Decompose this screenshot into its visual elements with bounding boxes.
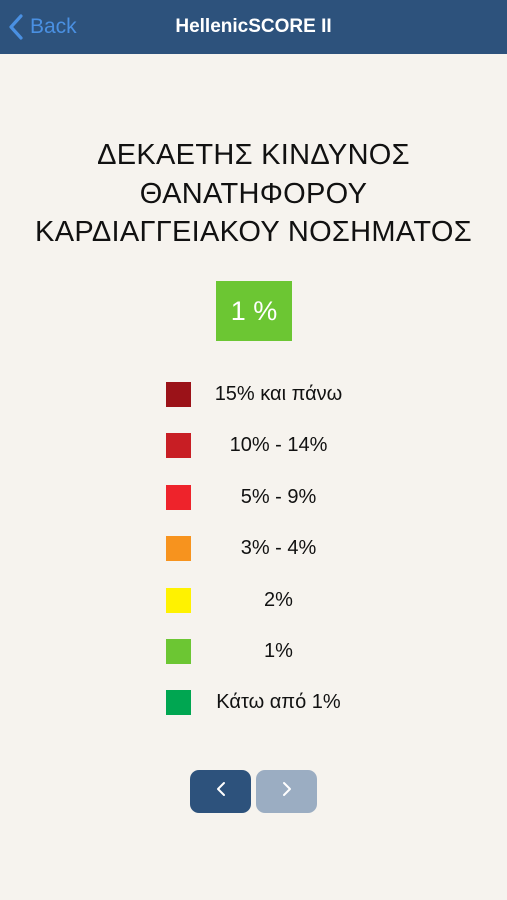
legend-label: 1% [264, 640, 293, 662]
legend-swatch [166, 639, 191, 664]
legend-label: 15% και πάνω [214, 383, 343, 405]
legend-label: 2% [264, 589, 293, 611]
legend-label: 3% - 4% [240, 537, 317, 559]
legend-item: 1% [166, 638, 366, 664]
chevron-left-icon [215, 780, 227, 803]
legend-item: Κάτω από 1% [166, 689, 366, 715]
legend-swatch [166, 433, 191, 458]
legend-label: Κάτω από 1% [216, 691, 341, 713]
heading-line-2: ΘΑΝΑΤΗΦΟΡΟΥ [139, 177, 368, 210]
back-button[interactable]: Back [8, 9, 77, 45]
legend-item: 2% [166, 587, 366, 613]
legend-swatch [166, 588, 191, 613]
chevron-right-icon [281, 780, 293, 803]
legend-label: 10% - 14% [229, 434, 328, 456]
heading-line-1: ΔΕΚΑΕΤΗΣ ΚΙΝΔΥΝΟΣ [97, 139, 410, 171]
legend-swatch [166, 382, 191, 407]
legend-item: 10% - 14% [166, 432, 366, 458]
legend-item: 5% - 9% [166, 484, 366, 510]
navigation-bar: Back HellenicSCORE II [0, 0, 507, 54]
risk-result-badge: 1 % [216, 281, 292, 341]
next-page-button[interactable] [256, 770, 317, 813]
previous-page-button[interactable] [190, 770, 251, 813]
chevron-left-icon [8, 14, 24, 40]
legend-item: 15% και πάνω [166, 381, 366, 407]
legend-label: 5% - 9% [240, 486, 317, 508]
app-title: HellenicSCORE II [175, 16, 332, 37]
legend-swatch [166, 536, 191, 561]
risk-heading: ΔΕΚΑΕΤΗΣ ΚΙΝΔΥΝΟΣ ΘΑΝΑΤΗΦΟΡΟΥ ΚΑΡΔΙΑΓΓΕΙ… [0, 136, 507, 252]
legend-item: 3% - 4% [166, 535, 366, 561]
heading-line-3: ΚΑΡΔΙΑΓΓΕΙΑΚΟΥ ΝΟΣΗΜΑΤΟΣ [35, 216, 472, 248]
back-button-label: Back [30, 15, 77, 38]
legend-swatch [166, 485, 191, 510]
legend-swatch [166, 690, 191, 715]
